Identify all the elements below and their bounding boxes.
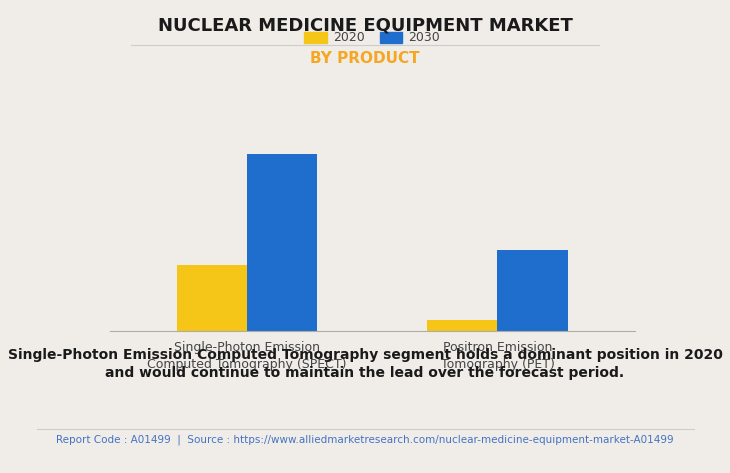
Bar bbox=[247, 154, 318, 331]
Bar bbox=[177, 264, 247, 331]
Text: BY PRODUCT: BY PRODUCT bbox=[310, 51, 420, 66]
Text: Single-Photon Emission Computed Tomography segment holds a dominant position in : Single-Photon Emission Computed Tomograp… bbox=[7, 348, 723, 380]
Legend: 2020, 2030: 2020, 2030 bbox=[304, 31, 440, 44]
Text: Report Code : A01499  |  Source : https://www.alliedmarketresearch.com/nuclear-m: Report Code : A01499 | Source : https://… bbox=[56, 434, 674, 445]
Bar bbox=[427, 320, 497, 331]
Text: NUCLEAR MEDICINE EQUIPMENT MARKET: NUCLEAR MEDICINE EQUIPMENT MARKET bbox=[158, 17, 572, 35]
Bar bbox=[497, 250, 567, 331]
